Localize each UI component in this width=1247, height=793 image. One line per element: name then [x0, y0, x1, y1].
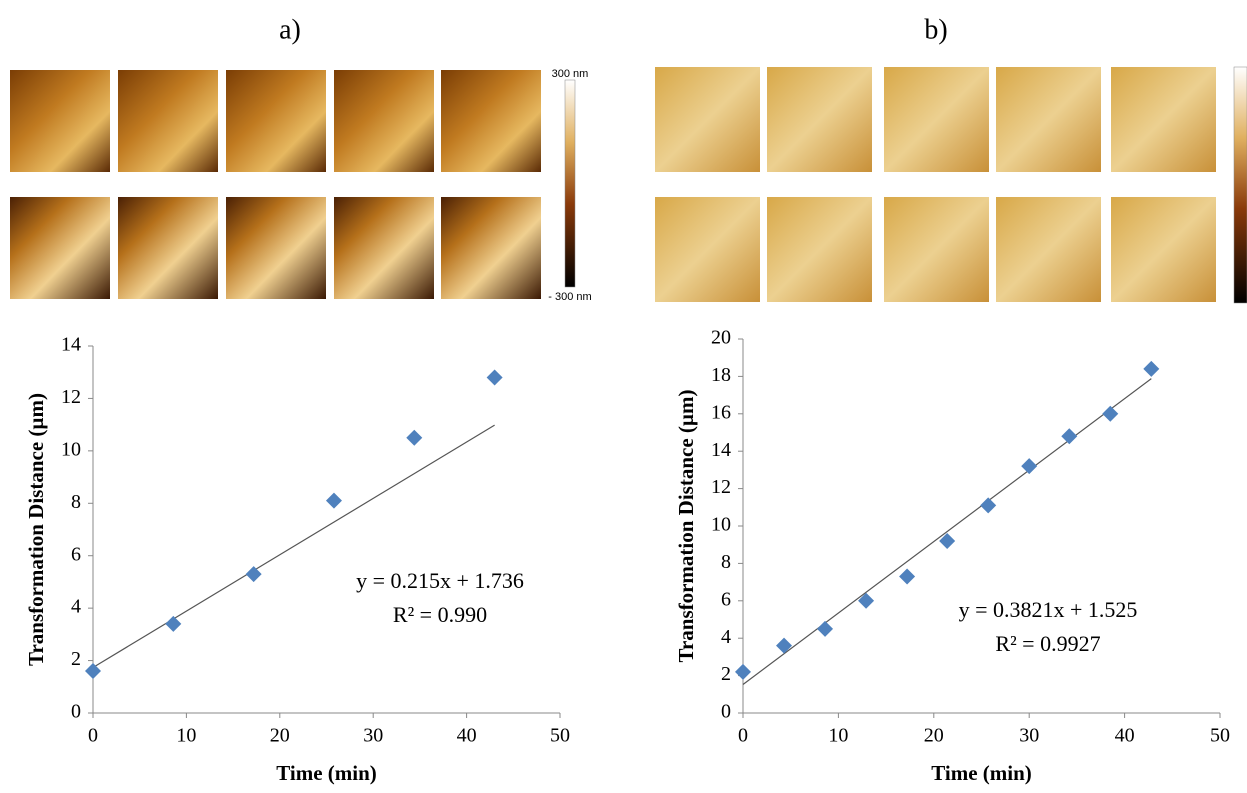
trendline-r2: R² = 0.990 — [393, 602, 487, 627]
x-tick-label: 20 — [270, 725, 290, 747]
y-tick-label: 14 — [711, 439, 731, 461]
data-point — [165, 615, 182, 632]
x-tick-label: 10 — [828, 725, 848, 747]
x-tick-label: 0 — [88, 725, 98, 747]
y-tick-label: 12 — [61, 386, 81, 408]
panel-label: a) — [279, 14, 301, 45]
y-tick-label: 4 — [71, 596, 81, 618]
afm-image — [1111, 197, 1216, 302]
x-axis-label: Time (min) — [276, 761, 377, 785]
x-tick-label: 40 — [1115, 725, 1135, 747]
y-tick-label: 0 — [721, 701, 731, 723]
x-tick-label: 20 — [924, 725, 944, 747]
y-tick-label: 2 — [721, 663, 731, 685]
afm-image — [996, 67, 1101, 172]
colorbar-max-label: 300 nm — [552, 68, 589, 80]
y-tick-label: 12 — [711, 476, 731, 498]
data-point — [245, 566, 262, 583]
afm-image — [441, 197, 541, 299]
y-tick-label: 6 — [721, 588, 731, 610]
x-tick-label: 30 — [1019, 725, 1039, 747]
afm-image — [655, 197, 760, 302]
afm-image — [226, 197, 326, 299]
data-point — [776, 637, 793, 654]
data-point — [939, 532, 956, 549]
afm-image — [10, 197, 110, 299]
afm-image — [767, 197, 872, 302]
afm-image — [996, 197, 1101, 302]
afm-image — [334, 70, 434, 172]
trendline-equation: y = 0.3821x + 1.525 — [959, 597, 1138, 622]
afm-image — [884, 197, 989, 302]
y-tick-label: 16 — [711, 401, 731, 423]
colorbar — [564, 79, 576, 288]
y-tick-label: 20 — [711, 327, 731, 349]
trendline-equation: y = 0.215x + 1.736 — [356, 568, 524, 593]
data-point — [1021, 458, 1038, 475]
data-point — [817, 620, 834, 637]
y-tick-label: 6 — [71, 543, 81, 565]
y-tick-label: 8 — [71, 491, 81, 513]
colorbar-min-label: - 300 nm — [548, 291, 591, 303]
y-tick-label: 2 — [71, 648, 81, 670]
y-tick-label: 18 — [711, 364, 731, 386]
x-tick-label: 0 — [738, 725, 748, 747]
afm-image — [884, 67, 989, 172]
data-point — [980, 497, 997, 514]
y-tick-label: 0 — [71, 701, 81, 723]
afm-image — [118, 70, 218, 172]
x-tick-label: 50 — [550, 725, 570, 747]
x-tick-label: 10 — [176, 725, 196, 747]
data-point — [858, 592, 875, 609]
y-tick-label: 4 — [721, 626, 731, 648]
y-axis-label: Transformation Distance (µm) — [24, 393, 48, 666]
y-tick-label: 10 — [61, 438, 81, 460]
y-axis-label: Transformation Distance (µm) — [674, 389, 698, 662]
x-tick-label: 30 — [363, 725, 383, 747]
afm-image — [10, 70, 110, 172]
afm-image — [226, 70, 326, 172]
afm-image — [118, 197, 218, 299]
trendline — [92, 424, 495, 669]
y-tick-label: 8 — [721, 551, 731, 573]
data-point — [735, 663, 751, 680]
afm-image — [1111, 67, 1216, 172]
colorbar — [1233, 66, 1247, 304]
x-tick-label: 50 — [1210, 725, 1230, 747]
afm-image — [655, 67, 760, 172]
panel-label: b) — [924, 14, 947, 45]
y-tick-label: 10 — [711, 514, 731, 536]
x-tick-label: 40 — [457, 725, 477, 747]
data-point — [1102, 405, 1119, 422]
afm-image — [441, 70, 541, 172]
data-point — [1143, 360, 1160, 377]
afm-image — [767, 67, 872, 172]
data-point — [899, 568, 916, 585]
trendline-r2: R² = 0.9927 — [995, 631, 1100, 656]
trendline — [742, 378, 1152, 685]
afm-image — [334, 197, 434, 299]
data-point — [325, 492, 342, 509]
y-tick-label: 14 — [61, 334, 81, 356]
x-axis-label: Time (min) — [931, 761, 1032, 785]
data-point — [1061, 428, 1078, 445]
data-point — [486, 369, 503, 386]
data-point — [406, 429, 423, 446]
data-point — [85, 663, 101, 680]
